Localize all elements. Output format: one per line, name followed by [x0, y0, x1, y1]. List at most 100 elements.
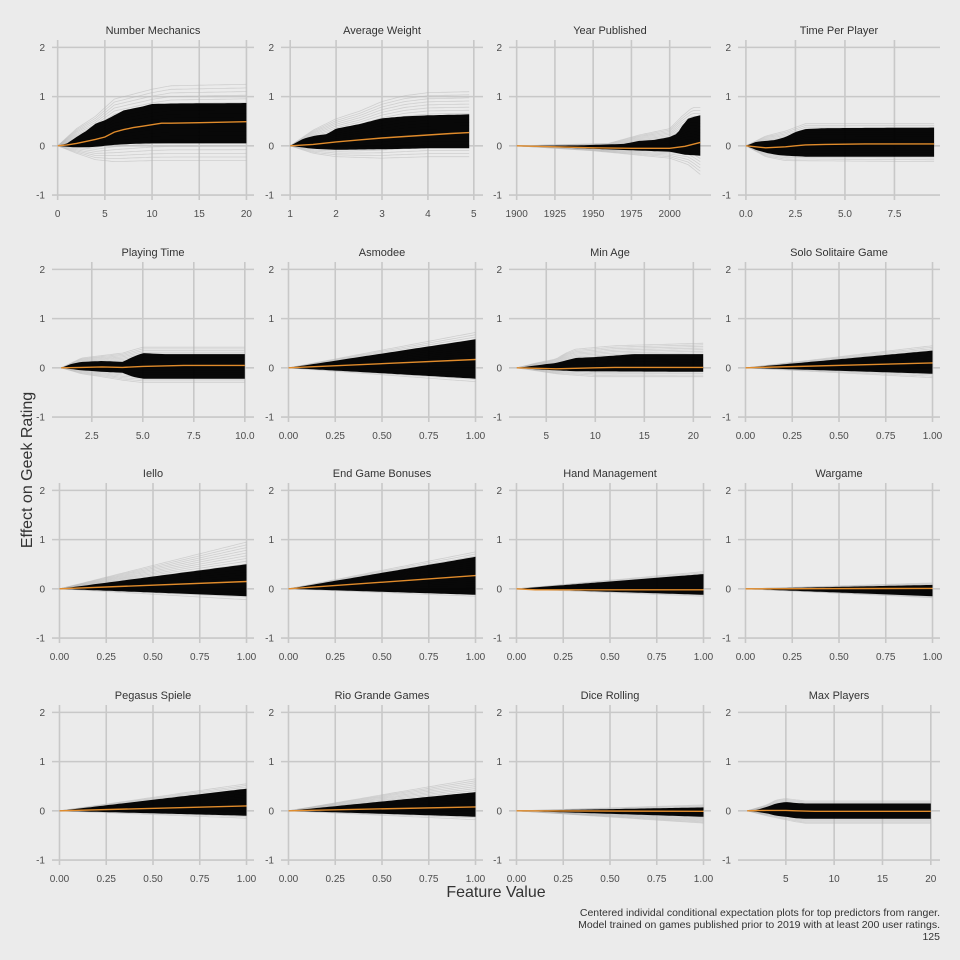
x-tick-label: 0.50: [372, 874, 392, 885]
ice-curve-faint: [57, 145, 247, 152]
pdp-line: [516, 366, 704, 370]
x-tick-label: 0.00: [279, 431, 299, 442]
ice-curve-faint: [290, 145, 470, 154]
y-tick-label: 2: [268, 265, 274, 276]
x-tick-label: 20: [241, 209, 253, 220]
ice-curve-faint: [516, 367, 704, 373]
x-tick-label: 0.50: [143, 874, 163, 885]
x-tick-label: 0: [55, 209, 61, 220]
ice-curve-faint: [745, 145, 935, 162]
x-tick-label: 2.5: [85, 431, 99, 442]
x-tick-label: 0.75: [419, 652, 439, 663]
ice-curve-faint: [59, 558, 247, 590]
ice-curve-faint: [288, 551, 476, 590]
panel: Dice Rolling -1 0 1 2 0.00 0.25 0.50 0.75 1.00: [493, 690, 714, 885]
panel-title: Wargame: [815, 468, 862, 480]
ice-curve-faint: [516, 344, 704, 369]
y-tick-label: 0: [725, 806, 731, 817]
panel-title: Time Per Player: [800, 25, 879, 37]
ice-curve-faint: [57, 87, 247, 147]
ice-curve-faint: [61, 348, 245, 369]
x-tick-label: 0.25: [97, 874, 117, 885]
panel-title: Rio Grande Games: [335, 690, 430, 702]
y-tick-label: -1: [265, 856, 274, 867]
ice-curve-faint: [747, 810, 931, 824]
y-tick-label: 2: [39, 265, 45, 276]
y-tick-label: 1: [268, 92, 274, 103]
ice-curves-band: [59, 564, 247, 597]
x-tick-label: 1.00: [237, 652, 257, 663]
panel-title: Asmodee: [359, 247, 405, 259]
ice-curves-band: [745, 127, 935, 157]
x-tick-label: 0.00: [507, 652, 527, 663]
x-tick-label: 0.0: [739, 209, 753, 220]
x-tick-label: 1.00: [694, 874, 714, 885]
x-tick-label: 0.00: [736, 431, 756, 442]
ice-curve-faint: [59, 783, 247, 812]
panel-title: Year Published: [573, 25, 647, 37]
x-tick-label: 1975: [620, 209, 643, 220]
caption-line-2: Model trained on games published prior t…: [578, 919, 940, 931]
y-tick-label: 2: [725, 708, 731, 719]
ice-curves-band: [288, 339, 476, 379]
x-tick-label: 0.75: [190, 652, 210, 663]
x-tick-label: 1900: [506, 209, 529, 220]
x-tick-label: 0.00: [50, 652, 70, 663]
ice-curve-faint: [745, 145, 935, 161]
x-tick-label: 0.25: [554, 652, 574, 663]
ice-curve-faint: [516, 347, 704, 369]
y-tick-label: -1: [722, 634, 731, 645]
ice-curve-faint: [290, 109, 470, 147]
ice-curves-band: [290, 114, 470, 150]
y-tick-label: -1: [36, 413, 45, 424]
y-tick-label: 0: [268, 141, 274, 152]
y-tick-label: 1: [268, 535, 274, 546]
pdp-line: [288, 806, 476, 812]
ice-curve-faint: [57, 83, 247, 147]
ice-curve-faint: [61, 346, 245, 369]
x-tick-label: 20: [688, 431, 700, 442]
y-tick-label: 2: [496, 486, 502, 497]
pdp-line: [288, 574, 476, 590]
ice-curve-faint: [745, 123, 935, 147]
y-tick-label: -1: [722, 413, 731, 424]
panel-title: Max Players: [809, 690, 870, 702]
x-tick-label: 2.5: [788, 209, 802, 220]
pdp-line: [59, 805, 247, 812]
y-tick-label: 2: [39, 43, 45, 54]
y-tick-label: 2: [725, 265, 731, 276]
x-tick-label: 1.00: [466, 874, 486, 885]
pdp-line: [516, 588, 704, 591]
x-tick-label: 5.0: [838, 209, 852, 220]
ice-curves-band: [745, 584, 933, 597]
panel: Max Players -1 0 1 2 5 10 15 20: [722, 690, 940, 885]
panel: Wargame -1 0 1 2 0.00 0.25 0.50 0.75 1.00: [722, 468, 943, 663]
y-tick-label: 1: [725, 314, 731, 325]
pdp-line: [59, 580, 247, 590]
ice-curves-band: [516, 807, 704, 817]
x-tick-label: 0.50: [829, 652, 849, 663]
x-tick-label: 4: [425, 209, 431, 220]
x-tick-label: 0.50: [143, 652, 163, 663]
x-tick-label: 0.25: [326, 874, 346, 885]
ice-curve-faint: [59, 552, 247, 590]
ice-curve-faint: [59, 588, 247, 598]
y-tick-label: 1: [496, 535, 502, 546]
ice-curve-faint: [57, 91, 247, 147]
ice-curve-faint: [57, 145, 247, 160]
y-tick-label: 1: [39, 314, 45, 325]
x-tick-label: 10: [590, 431, 602, 442]
pdp-line: [288, 358, 476, 369]
x-tick-label: 0.50: [600, 652, 620, 663]
panel: End Game Bonuses -1 0 1 2 0.00 0.25 0.50 0.75 1.0…: [265, 468, 486, 663]
ice-curve-faint: [516, 367, 704, 378]
y-tick-label: -1: [36, 634, 45, 645]
x-tick-label: 5.0: [136, 431, 150, 442]
ice-curve-faint: [516, 367, 704, 375]
y-tick-label: -1: [36, 191, 45, 202]
x-tick-label: 2000: [659, 209, 682, 220]
x-tick-label: 0.75: [419, 431, 439, 442]
x-tick-label: 0.25: [326, 652, 346, 663]
ice-curve-faint: [745, 345, 933, 369]
